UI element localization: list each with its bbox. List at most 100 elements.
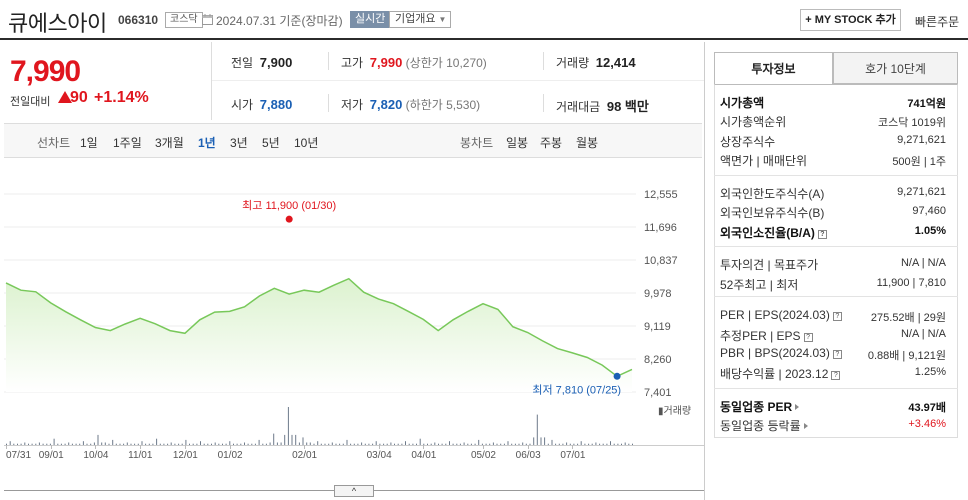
info-row-label: 동일업종 등락률 [720,417,808,434]
volume-bar [507,441,509,445]
tab-invest-info[interactable]: 투자정보 [714,52,833,84]
divider [543,52,544,70]
volume-bar [159,443,161,445]
volume-bar [57,443,59,445]
volume-bar [529,443,531,445]
collapse-chart-button[interactable]: ^ [334,485,374,497]
help-icon[interactable]: ? [832,350,842,359]
volume-bar [254,443,256,445]
info-divider [714,246,958,247]
info-label-text: 동일업종 PER [720,400,793,414]
x-tick-label: 01/02 [217,450,243,461]
volume-bar [115,443,117,445]
volume-bar [225,443,227,445]
x-axis [4,445,704,467]
volume-bar [126,442,128,445]
y-tick-label: 9,978 [644,288,672,300]
period-tab[interactable]: 1주일 [113,136,142,150]
volume-bar [503,443,505,445]
volume-bar [170,442,172,445]
volume-bar [379,443,381,445]
volume-bar [6,443,7,445]
x-tick-mark [50,445,52,449]
x-tick-mark [378,445,380,449]
volume-bar [624,442,626,445]
change-amount: 90 [70,89,88,106]
volume-bar [427,443,428,445]
period-tab[interactable]: 10년 [294,136,319,150]
volume-bar [156,438,158,445]
info-label-text: 동일업종 등락률 [720,419,801,433]
volume-bar [558,443,560,445]
stat-amount-value: 98 백만 [606,99,649,114]
period-tab[interactable]: 1일 [80,136,98,150]
candle-tab[interactable]: 일봉 [506,136,529,150]
volume-bar [588,443,590,445]
volume-bar [401,443,403,445]
help-icon[interactable]: ? [817,230,827,239]
info-label-text: 시가총액 [720,96,765,110]
candle-tab[interactable]: 월봉 [576,136,599,150]
volume-bar [434,442,436,445]
low-annotation: 최저 7,810 (07/25) [532,383,621,396]
volume-bar [233,443,234,445]
volume-bar [222,443,223,445]
volume-bar [302,437,304,445]
info-row-value: 11,900 | 7,810 [876,277,946,289]
realtime-button[interactable]: 실시간 [350,11,391,28]
volume-bar [368,443,370,445]
volume-bar [335,443,337,445]
chevron-right-icon[interactable] [795,404,800,410]
volume-bar [372,443,374,445]
x-tick-mark [572,445,574,449]
volume-bar [573,443,575,445]
volume-bar [82,441,84,445]
period-tab[interactable]: 3개월 [155,136,184,150]
volume-bar [544,437,546,445]
period-tab[interactable]: 3년 [230,136,248,150]
volume-bar [492,442,494,445]
volume-bar [265,443,267,445]
info-row-value: 9,271,621 [897,134,946,146]
volume-bar [192,443,194,445]
chevron-right-icon[interactable] [803,423,808,429]
volume-bar [203,443,205,445]
volume-bar [467,443,469,445]
company-overview-button[interactable]: 기업개요 ▼ [389,11,452,28]
volume-bar [200,441,201,445]
volume-chart: ▮거래량 [6,405,691,445]
period-tab[interactable]: 1년 [198,136,216,150]
info-row-label: 시가총액 [720,94,764,111]
divider [328,52,329,70]
quick-order-button[interactable]: 빠른주문 [915,15,960,29]
help-icon[interactable]: ? [803,333,813,342]
x-tick-label: 07/31 [6,450,32,461]
volume-bar [214,442,216,445]
volume-bar [419,438,421,445]
volume-bar [185,439,187,445]
high-annotation: 최고 11,900 (01/30) [242,199,336,212]
volume-bar [284,434,286,445]
add-mystock-button[interactable]: + MY STOCK 추가 [800,9,901,31]
stat-low: 저가 7,820 (하한가 5,530) [341,96,480,113]
period-tab[interactable]: 5년 [262,136,280,150]
help-icon[interactable]: ? [832,312,842,321]
volume-bar [93,442,95,445]
volume-bar [79,443,81,445]
tab-hoga-10[interactable]: 호가 10단계 [833,52,958,84]
volume-bar [181,443,183,445]
info-label-text: 추정PER | EPS [720,329,801,343]
change-label: 전일대비 [10,96,51,108]
volume-bar [628,443,630,445]
volume-bar [317,441,319,445]
candle-tab[interactable]: 주봉 [540,136,563,150]
volume-bar [38,442,40,445]
date-text: 2024.07.31 기준(장마감) [216,14,343,28]
volume-bar [478,439,480,445]
volume-bar [346,439,348,445]
x-tick-label: 12/01 [172,450,198,461]
volume-bar [390,442,392,445]
stat-volume-label: 거래량 [556,56,590,70]
volume-bar [9,441,11,445]
help-icon[interactable]: ? [831,371,841,380]
